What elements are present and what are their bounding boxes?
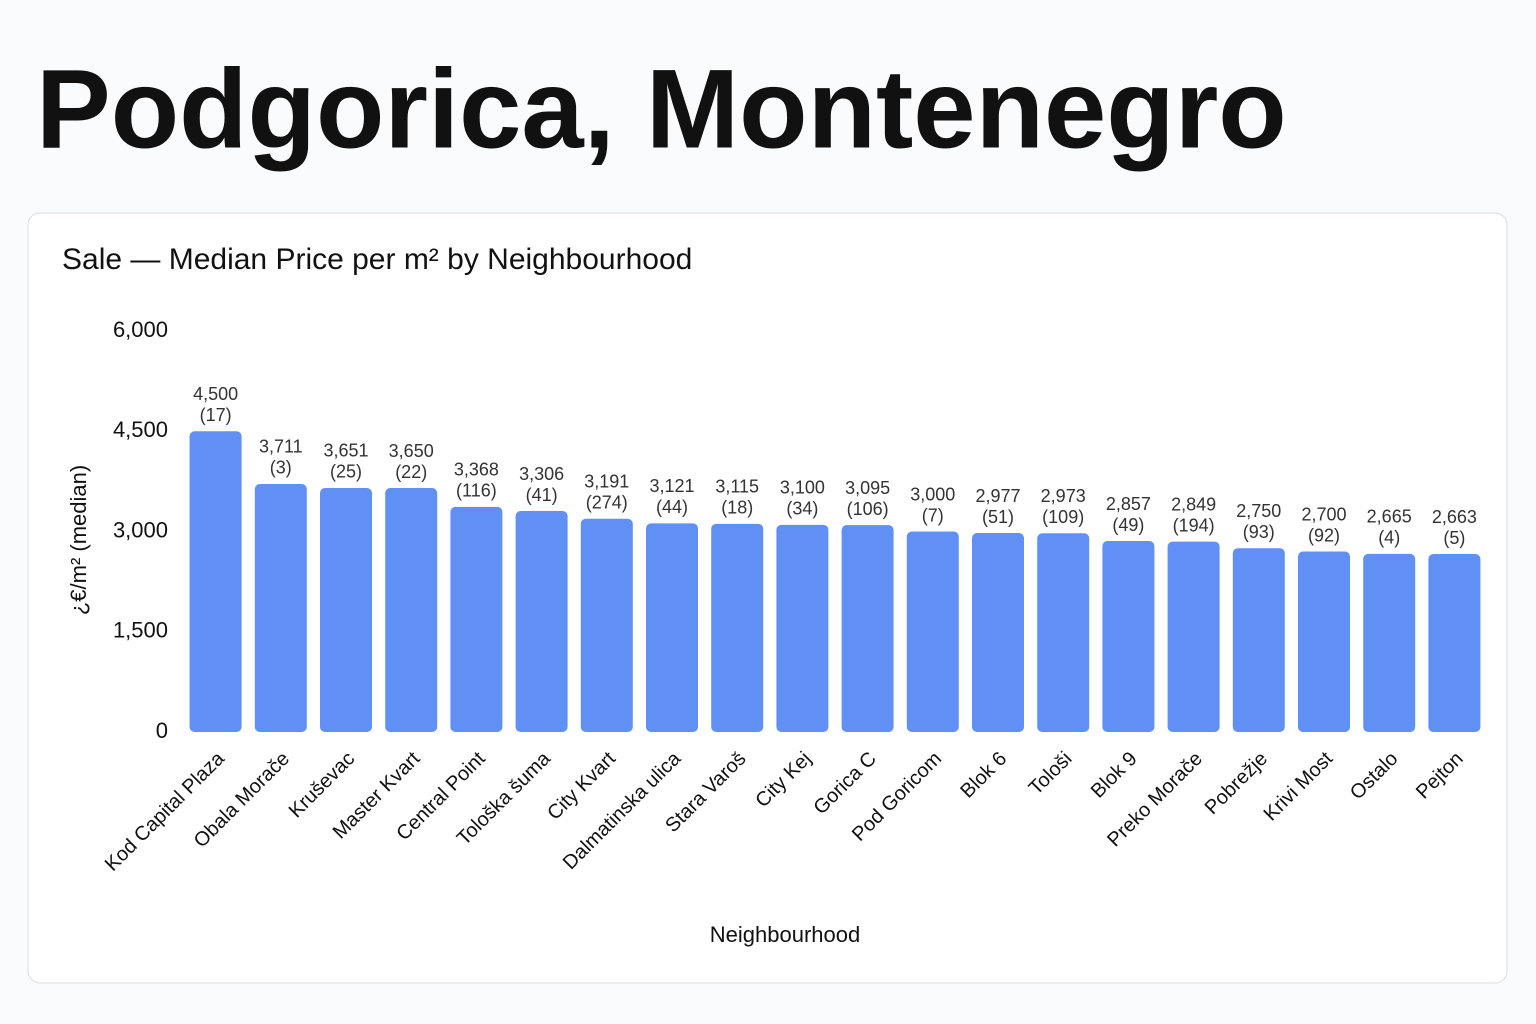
value-label: 2,857: [1106, 494, 1151, 514]
value-label: 4,500: [193, 384, 238, 404]
value-label: 3,121: [649, 476, 694, 496]
bar: [189, 431, 242, 732]
bar: [841, 525, 894, 732]
value-label: 2,700: [1301, 504, 1346, 524]
count-label: (25): [330, 462, 362, 482]
count-label: (93): [1243, 522, 1275, 542]
bar: [450, 506, 503, 732]
count-label: (41): [526, 485, 558, 505]
count-label: (274): [586, 492, 628, 512]
value-label: 2,750: [1236, 501, 1281, 521]
count-label: (44): [656, 497, 688, 517]
bar: [320, 487, 372, 732]
count-label: (22): [395, 462, 427, 482]
count-label: (106): [847, 499, 889, 519]
bar: [385, 488, 438, 732]
page-title: Podgorica, Montenegro: [36, 47, 1287, 172]
count-label: (5): [1443, 528, 1465, 548]
bar: [1363, 553, 1416, 732]
value-label: 2,849: [1171, 494, 1216, 514]
y-tick-label: 1,500: [113, 618, 168, 643]
value-label: 3,100: [780, 478, 825, 498]
value-label: 3,095: [845, 478, 890, 498]
y-axis-title: ¿€/m² (median): [66, 465, 91, 615]
value-label: 3,115: [715, 477, 759, 497]
count-label: (109): [1042, 507, 1084, 527]
value-label: 2,663: [1432, 507, 1477, 527]
count-label: (51): [982, 507, 1014, 527]
bar: [580, 518, 633, 732]
value-label: 3,651: [323, 441, 368, 461]
bar: [1232, 548, 1285, 732]
value-label: 3,711: [259, 437, 303, 457]
bar: [1167, 541, 1220, 732]
y-tick-label: 3,000: [113, 517, 168, 542]
bar: [1037, 533, 1090, 732]
value-label: 3,306: [519, 464, 564, 484]
chart-card: [27, 212, 1508, 984]
bar: [1298, 551, 1350, 732]
x-axis-title: Neighbourhood: [710, 922, 860, 947]
bar: [1102, 541, 1155, 732]
value-label: 2,977: [975, 486, 1020, 506]
y-tick-label: 4,500: [113, 417, 168, 442]
y-tick-label: 0: [156, 718, 168, 743]
value-label: 3,650: [389, 441, 434, 461]
count-label: (4): [1378, 528, 1400, 548]
count-label: (18): [721, 498, 753, 518]
bar: [646, 523, 698, 732]
bar: [972, 533, 1024, 732]
value-label: 3,368: [454, 460, 499, 480]
count-label: (17): [200, 405, 232, 425]
bar: [254, 483, 307, 732]
bar: [906, 531, 959, 732]
chart-title: Sale — Median Price per m² by Neighbourh…: [62, 243, 692, 276]
value-label: 3,191: [584, 471, 629, 491]
count-label: (3): [270, 458, 292, 478]
bar: [515, 511, 568, 732]
count-label: (194): [1173, 515, 1215, 535]
count-label: (49): [1112, 515, 1144, 535]
bar: [776, 524, 829, 732]
bar: [1428, 554, 1481, 732]
value-label: 2,665: [1367, 507, 1412, 527]
count-label: (34): [786, 499, 818, 519]
value-label: 2,973: [1041, 486, 1086, 506]
count-label: (92): [1308, 525, 1340, 545]
count-label: (116): [456, 481, 497, 501]
value-label: 3,000: [910, 484, 955, 504]
y-tick-label: 6,000: [113, 317, 168, 342]
count-label: (7): [922, 505, 944, 525]
bar: [711, 523, 764, 732]
